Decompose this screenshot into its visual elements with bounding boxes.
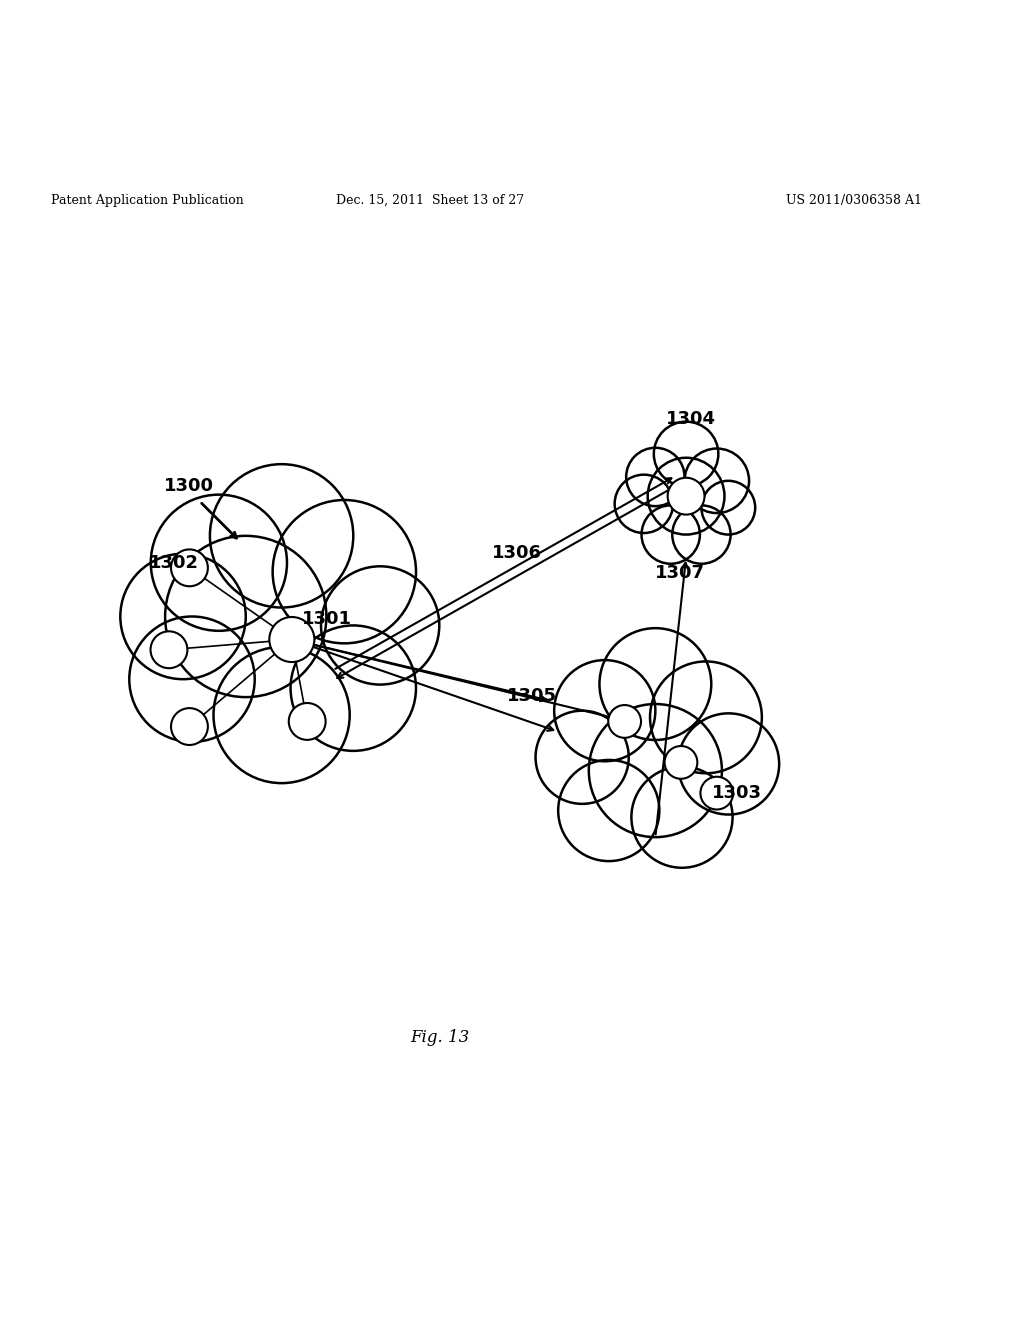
Circle shape <box>614 475 673 533</box>
Circle shape <box>608 705 641 738</box>
Circle shape <box>648 458 725 535</box>
Circle shape <box>322 566 439 685</box>
Circle shape <box>668 478 705 515</box>
Circle shape <box>700 776 733 809</box>
Text: 1303: 1303 <box>712 784 762 803</box>
Circle shape <box>554 660 655 762</box>
Circle shape <box>289 704 326 741</box>
Circle shape <box>210 465 353 607</box>
Circle shape <box>673 506 731 564</box>
Circle shape <box>269 616 314 663</box>
Text: 1306: 1306 <box>492 544 542 561</box>
Circle shape <box>599 628 712 741</box>
Circle shape <box>678 713 779 814</box>
Text: Dec. 15, 2011  Sheet 13 of 27: Dec. 15, 2011 Sheet 13 of 27 <box>336 194 524 207</box>
Circle shape <box>641 506 700 564</box>
Text: US 2011/0306358 A1: US 2011/0306358 A1 <box>785 194 922 207</box>
Circle shape <box>171 708 208 744</box>
Circle shape <box>558 760 659 861</box>
Circle shape <box>536 710 629 804</box>
Circle shape <box>121 554 246 680</box>
Circle shape <box>214 647 350 783</box>
Circle shape <box>685 449 750 513</box>
Text: 1304: 1304 <box>666 411 716 429</box>
Text: 1307: 1307 <box>655 564 706 582</box>
Text: 1305: 1305 <box>507 686 557 705</box>
Circle shape <box>665 746 697 779</box>
Circle shape <box>272 500 416 643</box>
Circle shape <box>165 536 327 697</box>
Circle shape <box>151 495 287 631</box>
Circle shape <box>589 704 722 837</box>
Circle shape <box>654 421 719 486</box>
Text: 1300: 1300 <box>164 477 214 495</box>
Circle shape <box>701 480 756 535</box>
Circle shape <box>129 616 255 742</box>
Text: Patent Application Publication: Patent Application Publication <box>51 194 244 207</box>
Circle shape <box>650 661 762 774</box>
Circle shape <box>151 631 187 668</box>
Circle shape <box>171 549 208 586</box>
Text: 1301: 1301 <box>302 610 352 628</box>
Circle shape <box>626 447 684 506</box>
Circle shape <box>291 626 416 751</box>
Circle shape <box>632 767 732 867</box>
Text: 1302: 1302 <box>148 554 199 572</box>
Text: Fig. 13: Fig. 13 <box>411 1028 470 1045</box>
